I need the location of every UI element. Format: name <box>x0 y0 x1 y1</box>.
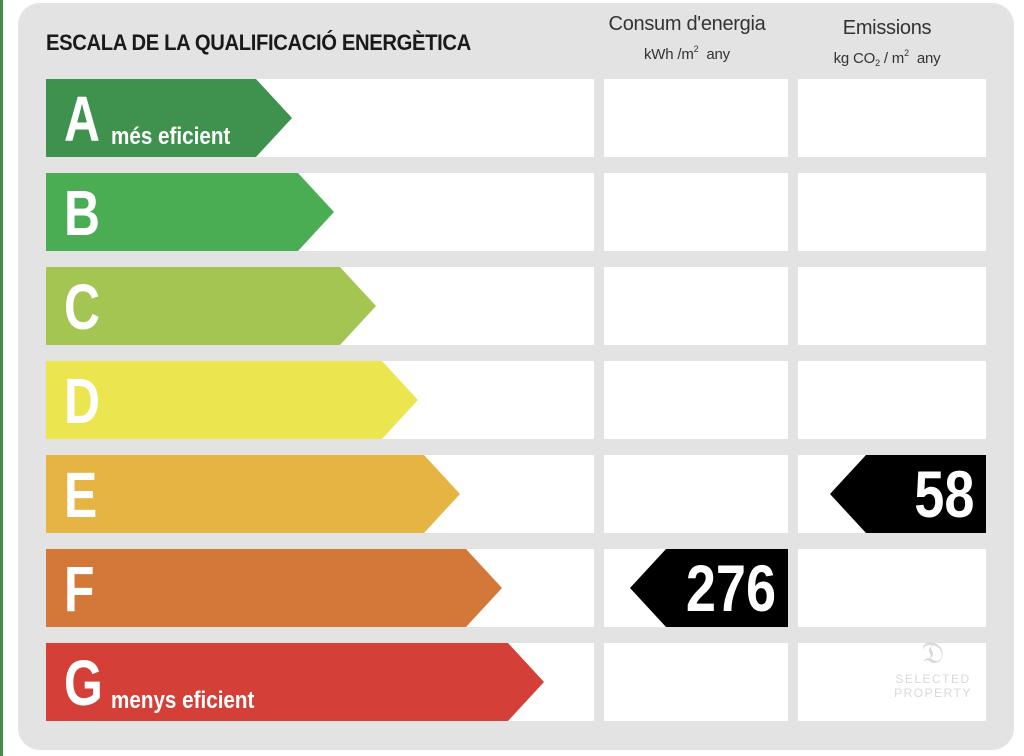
emissions-cell-d <box>798 361 986 439</box>
rating-caption: menys eficient <box>111 687 255 714</box>
watermark-logo-icon: 𝔇 <box>921 636 945 671</box>
rating-letter: A <box>64 83 101 155</box>
watermark-line-2: PROPERTY <box>894 686 972 700</box>
rating-caption: més eficient <box>111 123 231 150</box>
rating-letter: B <box>64 177 101 249</box>
rating-letter: G <box>64 647 103 719</box>
rating-letter: D <box>64 365 101 437</box>
energy-cell-e <box>604 455 788 533</box>
emissions-cell-b <box>798 173 986 251</box>
rating-letter: F <box>64 553 95 625</box>
rating-arrow-a: A més eficient <box>46 79 292 157</box>
emissions-column-header: Emissions kg CO2 / m2 any <box>798 17 976 68</box>
energy-scale-title: ESCALA DE LA QUALIFICACIÓ ENERGÈTICA <box>46 30 471 55</box>
left-border-strip <box>0 0 3 756</box>
watermark-line-1: SELECTED <box>895 672 971 686</box>
emissions-value-badge: 58 <box>830 455 986 533</box>
emissions-column-unit: kg CO2 / m2 any <box>833 48 941 68</box>
rating-arrow-g: G menys eficient <box>46 643 544 721</box>
energy-value: 276 <box>685 551 776 625</box>
energy-column-title: Consum d'energia <box>608 13 766 35</box>
energy-cell-d <box>604 361 788 439</box>
energy-cell-g <box>604 643 788 721</box>
emissions-column-title: Emissions <box>842 17 932 39</box>
emissions-cell-f <box>798 549 986 627</box>
selected-property-watermark: 𝔇 SELECTED PROPERTY <box>880 636 986 716</box>
energy-cell-a <box>604 79 788 157</box>
emissions-value: 58 <box>913 457 974 531</box>
energy-value-badge: 276 <box>630 549 788 627</box>
rating-letter: C <box>64 271 101 343</box>
rating-arrow-e: E <box>46 455 460 533</box>
energy-column-header: Consum d'energia kWh /m2 any <box>604 13 770 63</box>
rating-arrow-c: C <box>46 267 376 345</box>
rating-arrow-f: F <box>46 549 502 627</box>
energy-column-unit: kWh /m2 any <box>644 44 730 63</box>
rating-arrow-b: B <box>46 173 334 251</box>
energy-cell-b <box>604 173 788 251</box>
energy-cell-c <box>604 267 788 345</box>
emissions-cell-a <box>798 79 986 157</box>
rating-letter: E <box>64 459 98 531</box>
emissions-cell-g <box>798 643 986 721</box>
emissions-cell-c <box>798 267 986 345</box>
rating-arrow-d: D <box>46 361 418 439</box>
